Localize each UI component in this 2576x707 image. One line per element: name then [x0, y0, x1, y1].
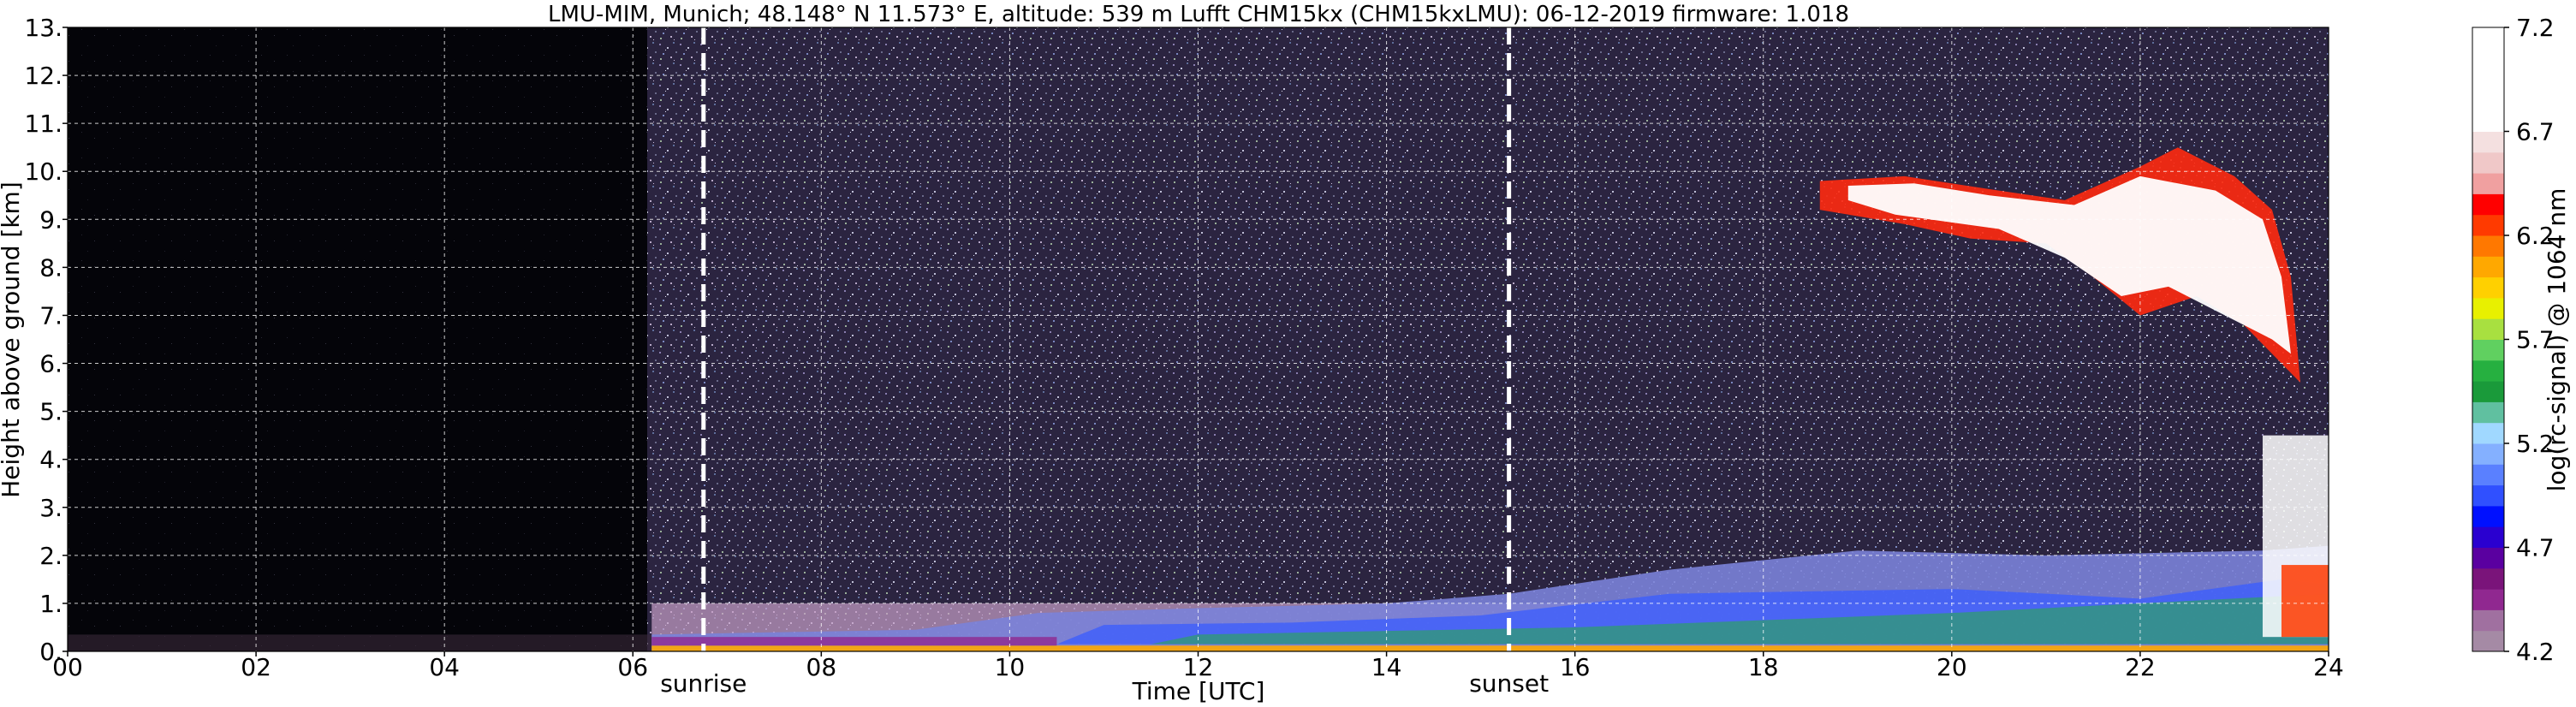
- colorbar-tick-label: 5.2: [2516, 430, 2555, 458]
- colorbar-swatch: [2472, 48, 2504, 70]
- y-axis-ticks: 0. 1. 2. 3. 4. 5. 6. 7. 8. 9. 10. 11. 12. 13.: [24, 14, 68, 666]
- x-tick-label: 20: [1936, 653, 1967, 681]
- x-tick-label: 10: [995, 653, 1026, 681]
- colorbar-tick-label: 6.2: [2516, 222, 2555, 250]
- colorbar-tick-label: 4.2: [2516, 638, 2555, 666]
- x-tick-label: 16: [1560, 653, 1591, 681]
- colorbar-tick-label: 7.2: [2516, 14, 2555, 42]
- colorbar-tick-label: 6.7: [2516, 118, 2555, 146]
- y-tick-label: 10.: [24, 157, 62, 186]
- colorbar-swatch: [2472, 567, 2504, 590]
- colorbar-swatch: [2472, 547, 2504, 569]
- colorbar-swatch: [2472, 131, 2504, 153]
- y-tick-label: 4.: [39, 446, 62, 474]
- y-axis-label: Height above ground [km]: [0, 181, 25, 498]
- low-cloud-edge: [2281, 565, 2329, 638]
- colorbar-swatch: [2472, 152, 2504, 174]
- y-tick-label: 1.: [39, 590, 62, 618]
- colorbar-swatch: [2472, 27, 2504, 49]
- y-tick-label: 11.: [24, 110, 62, 138]
- y-tick-label: 2.: [39, 542, 62, 570]
- y-tick-label: 13.: [24, 14, 62, 42]
- colorbar: 4.2 4.7 5.2 5.7 6.2 6.7 7.2 log(rc-signal) @ 1…: [2472, 14, 2571, 666]
- colorbar-swatch: [2472, 173, 2504, 194]
- colorbar-swatch: [2472, 359, 2504, 382]
- x-tick-label: 04: [429, 653, 460, 681]
- surface-layer: [651, 645, 2329, 651]
- x-tick-label: 12: [1183, 653, 1214, 681]
- y-tick-label: 3.: [39, 494, 62, 522]
- colorbar-swatch: [2472, 256, 2504, 278]
- colorbar-swatch: [2472, 276, 2504, 299]
- colorbar-swatch: [2472, 214, 2504, 236]
- colorbar-swatch: [2472, 422, 2504, 444]
- grid-lines: [68, 27, 2329, 651]
- y-tick-label: 7.: [39, 301, 62, 330]
- x-tick-label: 06: [617, 653, 648, 681]
- colorbar-swatch: [2472, 381, 2504, 402]
- colorbar-swatch: [2472, 193, 2504, 216]
- y-tick-label: 12.: [24, 62, 62, 90]
- colorbar-swatch: [2472, 526, 2504, 548]
- surface-magenta: [651, 637, 1057, 646]
- colorbar-swatch: [2472, 89, 2504, 111]
- colorbar-label: log(rc-signal) @ 1064 nm: [2543, 188, 2571, 492]
- colorbar-swatch: [2472, 339, 2504, 361]
- x-tick-label: 08: [806, 653, 837, 681]
- x-axis-ticks: 00 02 04 06 08 10 12 14 16 18 20 22 24: [52, 651, 2344, 681]
- signal-regions: [68, 147, 2329, 651]
- sun-markers: sunrise sunset: [660, 27, 1549, 698]
- x-tick-label: 14: [1371, 653, 1402, 681]
- colorbar-swatch: [2472, 630, 2504, 652]
- colorbar-swatch: [2472, 443, 2504, 465]
- cirrus-cloud-core: [1847, 175, 2291, 354]
- colorbar-swatch: [2472, 609, 2504, 632]
- y-tick-label: 9.: [39, 205, 62, 234]
- colorbar-swatch: [2472, 505, 2504, 527]
- sunrise-label: sunrise: [660, 669, 747, 698]
- x-tick-label: 02: [241, 653, 271, 681]
- chart-title: LMU-MIM, Munich; 48.148° N 11.573° E, al…: [548, 2, 1849, 27]
- y-tick-label: 0.: [39, 638, 62, 666]
- colorbar-swatch: [2472, 401, 2504, 424]
- colorbar-tick-label: 5.7: [2516, 326, 2555, 354]
- x-axis-label: Time [UTC]: [1132, 677, 1265, 705]
- colorbar-swatch: [2472, 464, 2504, 486]
- boundary-layer-green: [1151, 593, 2329, 645]
- surface-haze-night: [68, 634, 652, 651]
- colorbar-swatch: [2472, 110, 2504, 132]
- x-tick-label: 18: [1748, 653, 1779, 681]
- colorbar-swatch: [2472, 297, 2504, 319]
- colorbar-swatch: [2472, 318, 2504, 340]
- colorbar-swatch: [2472, 484, 2504, 507]
- colorbar-swatch: [2472, 235, 2504, 257]
- colorbar-swatch: [2472, 68, 2504, 91]
- x-tick-label: 24: [2313, 653, 2344, 681]
- y-tick-label: 5.: [39, 398, 62, 426]
- colorbar-swatch: [2472, 589, 2504, 610]
- y-tick-label: 6.: [39, 350, 62, 378]
- colorbar-tick-label: 4.7: [2516, 534, 2555, 562]
- sunset-label: sunset: [1469, 669, 1549, 698]
- y-tick-label: 8.: [39, 253, 62, 282]
- x-tick-label: 00: [52, 653, 83, 681]
- x-tick-label: 22: [2125, 653, 2156, 681]
